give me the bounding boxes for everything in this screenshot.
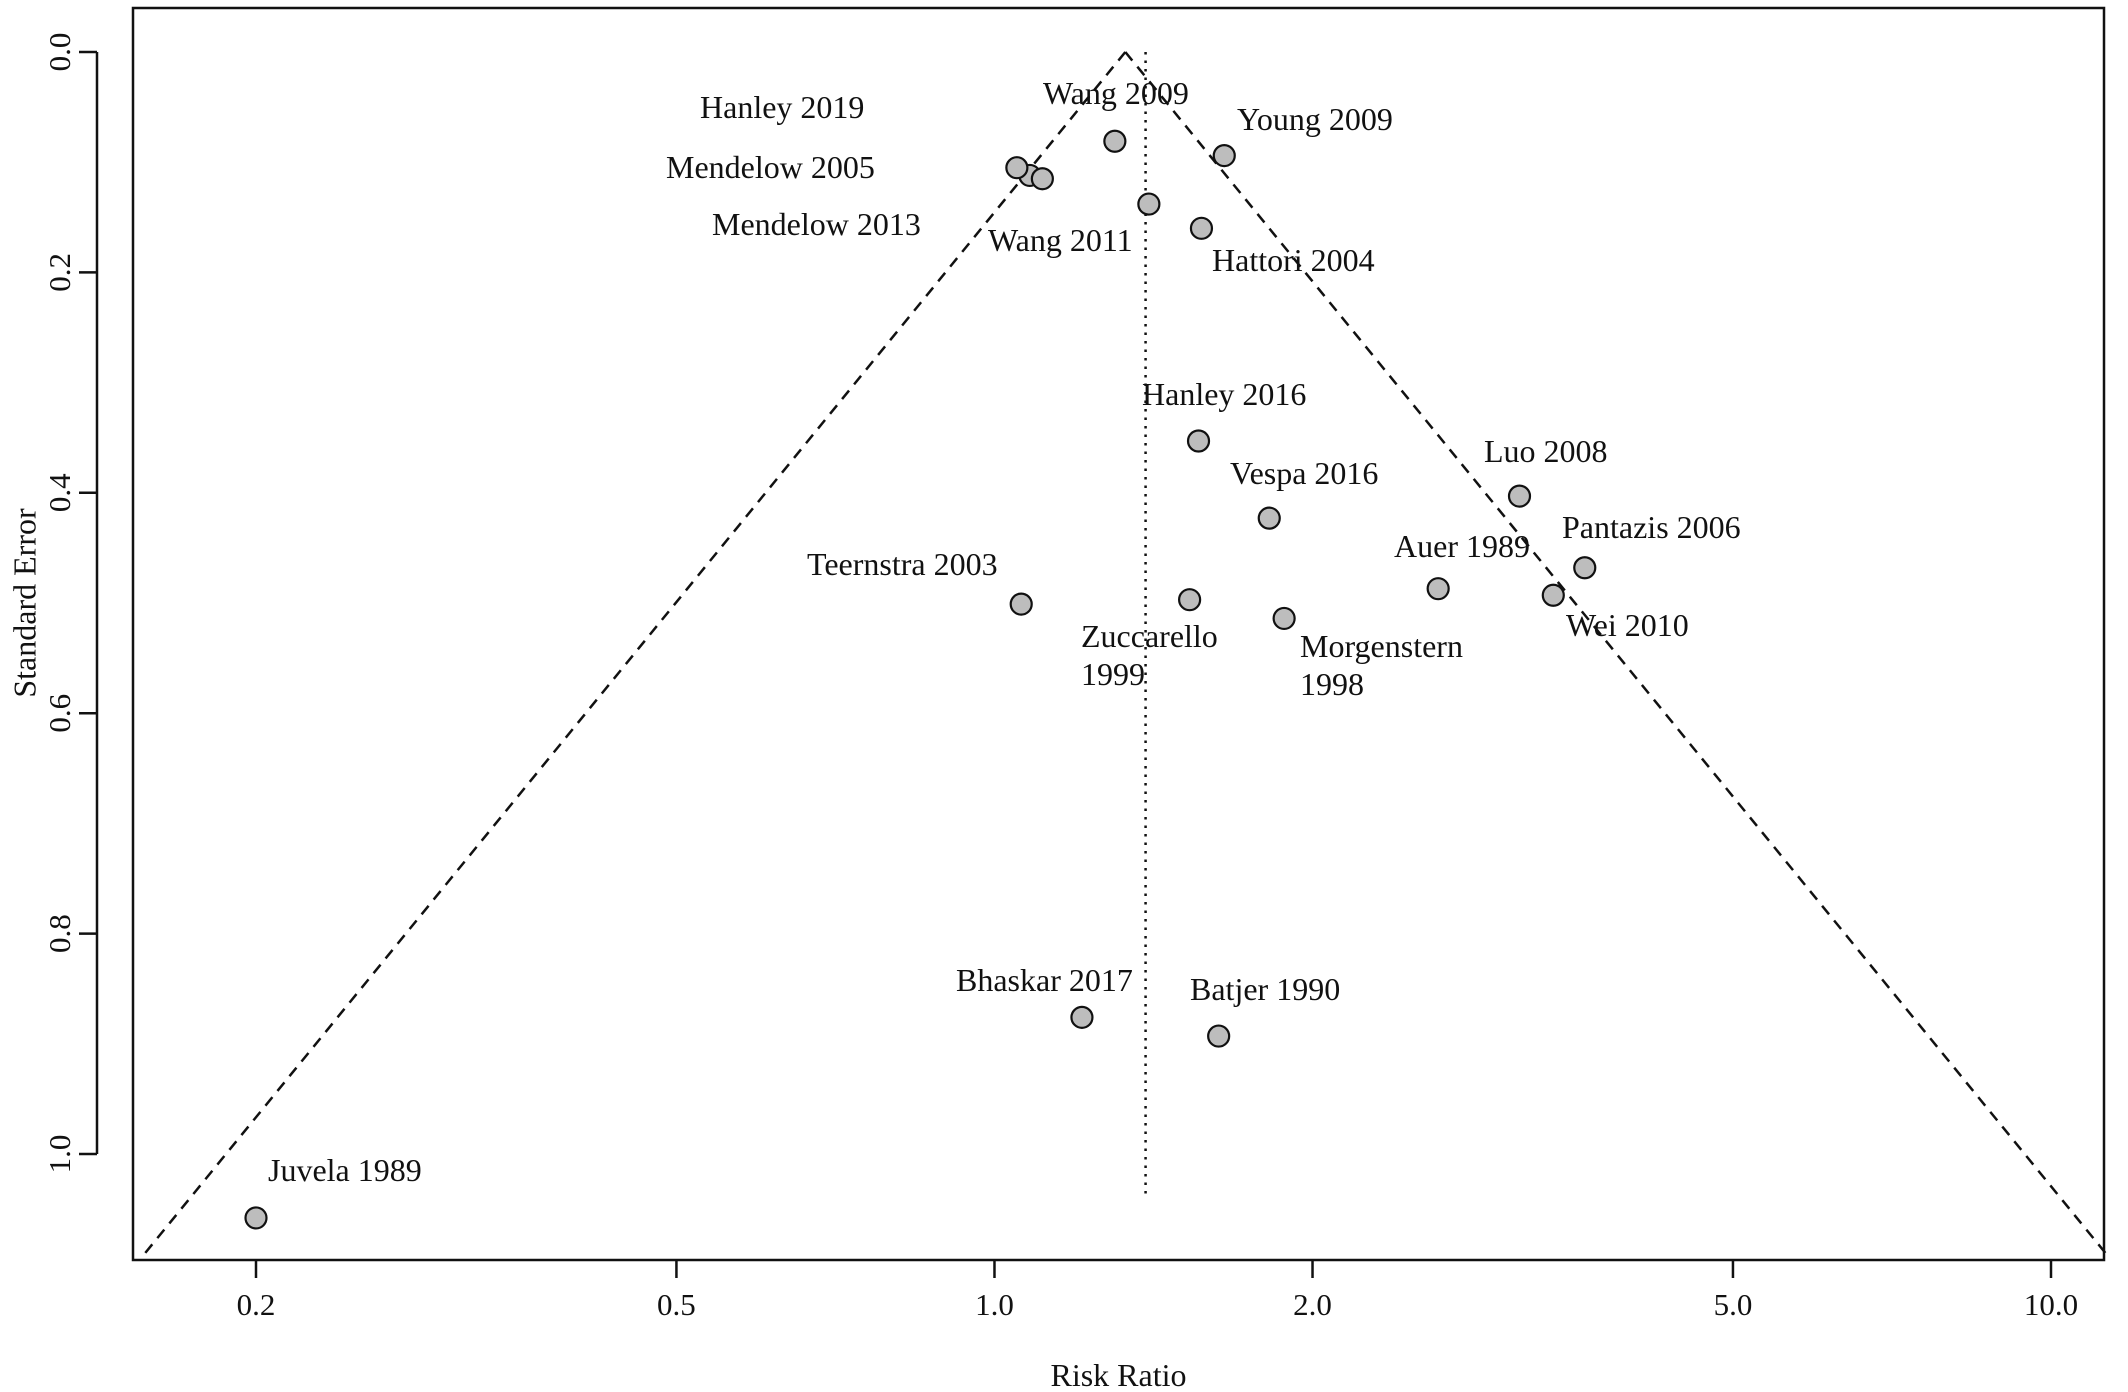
- funnel-right-boundary: [1124, 51, 2107, 1254]
- data-point: [1507, 484, 1532, 508]
- y-tick-label: 0.2: [42, 253, 77, 292]
- study-label: Wang 2011: [988, 222, 1133, 258]
- study-label: Mendelow 2013: [712, 206, 921, 242]
- data-point: [1573, 556, 1597, 580]
- plot-frame: [131, 6, 2106, 1262]
- data-point: [1009, 592, 1033, 616]
- study-label-line: Zuccarello: [1081, 618, 1218, 654]
- study-label: Young 2009: [1237, 101, 1393, 137]
- study-label: Bhaskar 2017: [956, 962, 1133, 998]
- study-label-line: Wang 2011: [988, 222, 1133, 258]
- study-label: Auer 1989: [1394, 528, 1530, 564]
- study-label-line: Wei 2010: [1566, 607, 1689, 643]
- study-label-line: Mendelow 2005: [666, 149, 875, 185]
- study-label: Hanley 2016: [1142, 376, 1306, 412]
- data-points: [244, 129, 1597, 1230]
- study-label-line: Hanley 2016: [1142, 376, 1306, 412]
- study-label: Vespa 2016: [1230, 455, 1378, 491]
- study-label: Zuccarello 1999: [1081, 618, 1218, 692]
- x-tick-label: 5.0: [1714, 1287, 1753, 1322]
- data-point: [244, 1206, 268, 1230]
- x-tick-label: 0.2: [237, 1287, 276, 1322]
- study-label-line: Auer 1989: [1394, 528, 1530, 564]
- study-label-line: Hanley 2019: [700, 89, 864, 125]
- data-point: [1005, 156, 1029, 180]
- y-axis-title: Standard Error: [6, 508, 42, 698]
- x-tick-label: 0.5: [657, 1287, 696, 1322]
- data-point: [1207, 1024, 1231, 1048]
- data-point: [1186, 429, 1211, 453]
- study-label-line: Young 2009: [1237, 101, 1393, 137]
- study-label-line: Morgenstern: [1300, 628, 1463, 664]
- data-point: [1426, 577, 1450, 601]
- study-label-line: 1999: [1081, 656, 1145, 692]
- data-point: [1178, 588, 1202, 612]
- study-label: Wang 2009: [1043, 75, 1189, 111]
- data-point: [1257, 506, 1281, 530]
- study-label-line: Batjer 1990: [1190, 971, 1340, 1007]
- x-tick-label: 1.0: [975, 1287, 1014, 1322]
- study-label: Batjer 1990: [1190, 971, 1340, 1007]
- plot-frame-group: [131, 6, 2106, 1262]
- study-label: Teernstra 2003: [807, 546, 998, 582]
- x-tick-label: 10.0: [2024, 1287, 2078, 1322]
- study-label-line: Bhaskar 2017: [956, 962, 1133, 998]
- data-point: [1070, 1005, 1094, 1029]
- y-tick-label: 0.8: [42, 914, 77, 953]
- study-label-line: 1998: [1300, 666, 1364, 702]
- data-point: [1103, 129, 1127, 153]
- x-axis: 0.2 0.5 1.0 2.0 5.0 10.0: [237, 1260, 2078, 1322]
- study-label: Pantazis 2006: [1562, 509, 1741, 545]
- study-label-line: Luo 2008: [1484, 433, 1608, 469]
- data-point: [1272, 606, 1296, 631]
- study-label-line: Wang 2009: [1043, 75, 1189, 111]
- study-label: Morgenstern 1998: [1300, 628, 1463, 702]
- data-point: [1189, 216, 1214, 240]
- data-point: [1137, 192, 1161, 216]
- study-labels: Hanley 2019 Mendelow 2005 Mendelow 2013 Wan…: [268, 75, 1741, 1188]
- study-label: Hattori 2004: [1212, 242, 1375, 278]
- study-label-line: Hattori 2004: [1212, 242, 1375, 278]
- study-label-line: Pantazis 2006: [1562, 509, 1741, 545]
- study-label-line: Mendelow 2013: [712, 206, 921, 242]
- y-tick-label: 1.0: [42, 1135, 77, 1174]
- y-tick-label: 0.4: [42, 473, 77, 512]
- data-point: [1541, 583, 1565, 607]
- funnel-group: [144, 51, 2107, 1254]
- study-label-line: Teernstra 2003: [807, 546, 998, 582]
- data-point: [1030, 167, 1054, 191]
- x-axis-title: Risk Ratio: [1050, 1357, 1186, 1392]
- study-label: Juvela 1989: [268, 1152, 422, 1188]
- study-label-line: Vespa 2016: [1230, 455, 1378, 491]
- data-point: [1212, 143, 1236, 168]
- study-label: Luo 2008: [1484, 433, 1608, 469]
- y-tick-label: 0.6: [42, 694, 77, 733]
- study-label: Mendelow 2005: [666, 149, 875, 185]
- study-label: Hanley 2019: [700, 89, 864, 125]
- study-label: Wei 2010: [1566, 607, 1689, 643]
- y-tick-label: 0.0: [42, 33, 77, 72]
- y-axis: 0.0 0.2 0.4 0.6 0.8 1.0: [42, 33, 99, 1174]
- x-tick-label: 2.0: [1293, 1287, 1332, 1322]
- study-label-line: Juvela 1989: [268, 1152, 422, 1188]
- funnel-left-boundary: [144, 51, 1127, 1254]
